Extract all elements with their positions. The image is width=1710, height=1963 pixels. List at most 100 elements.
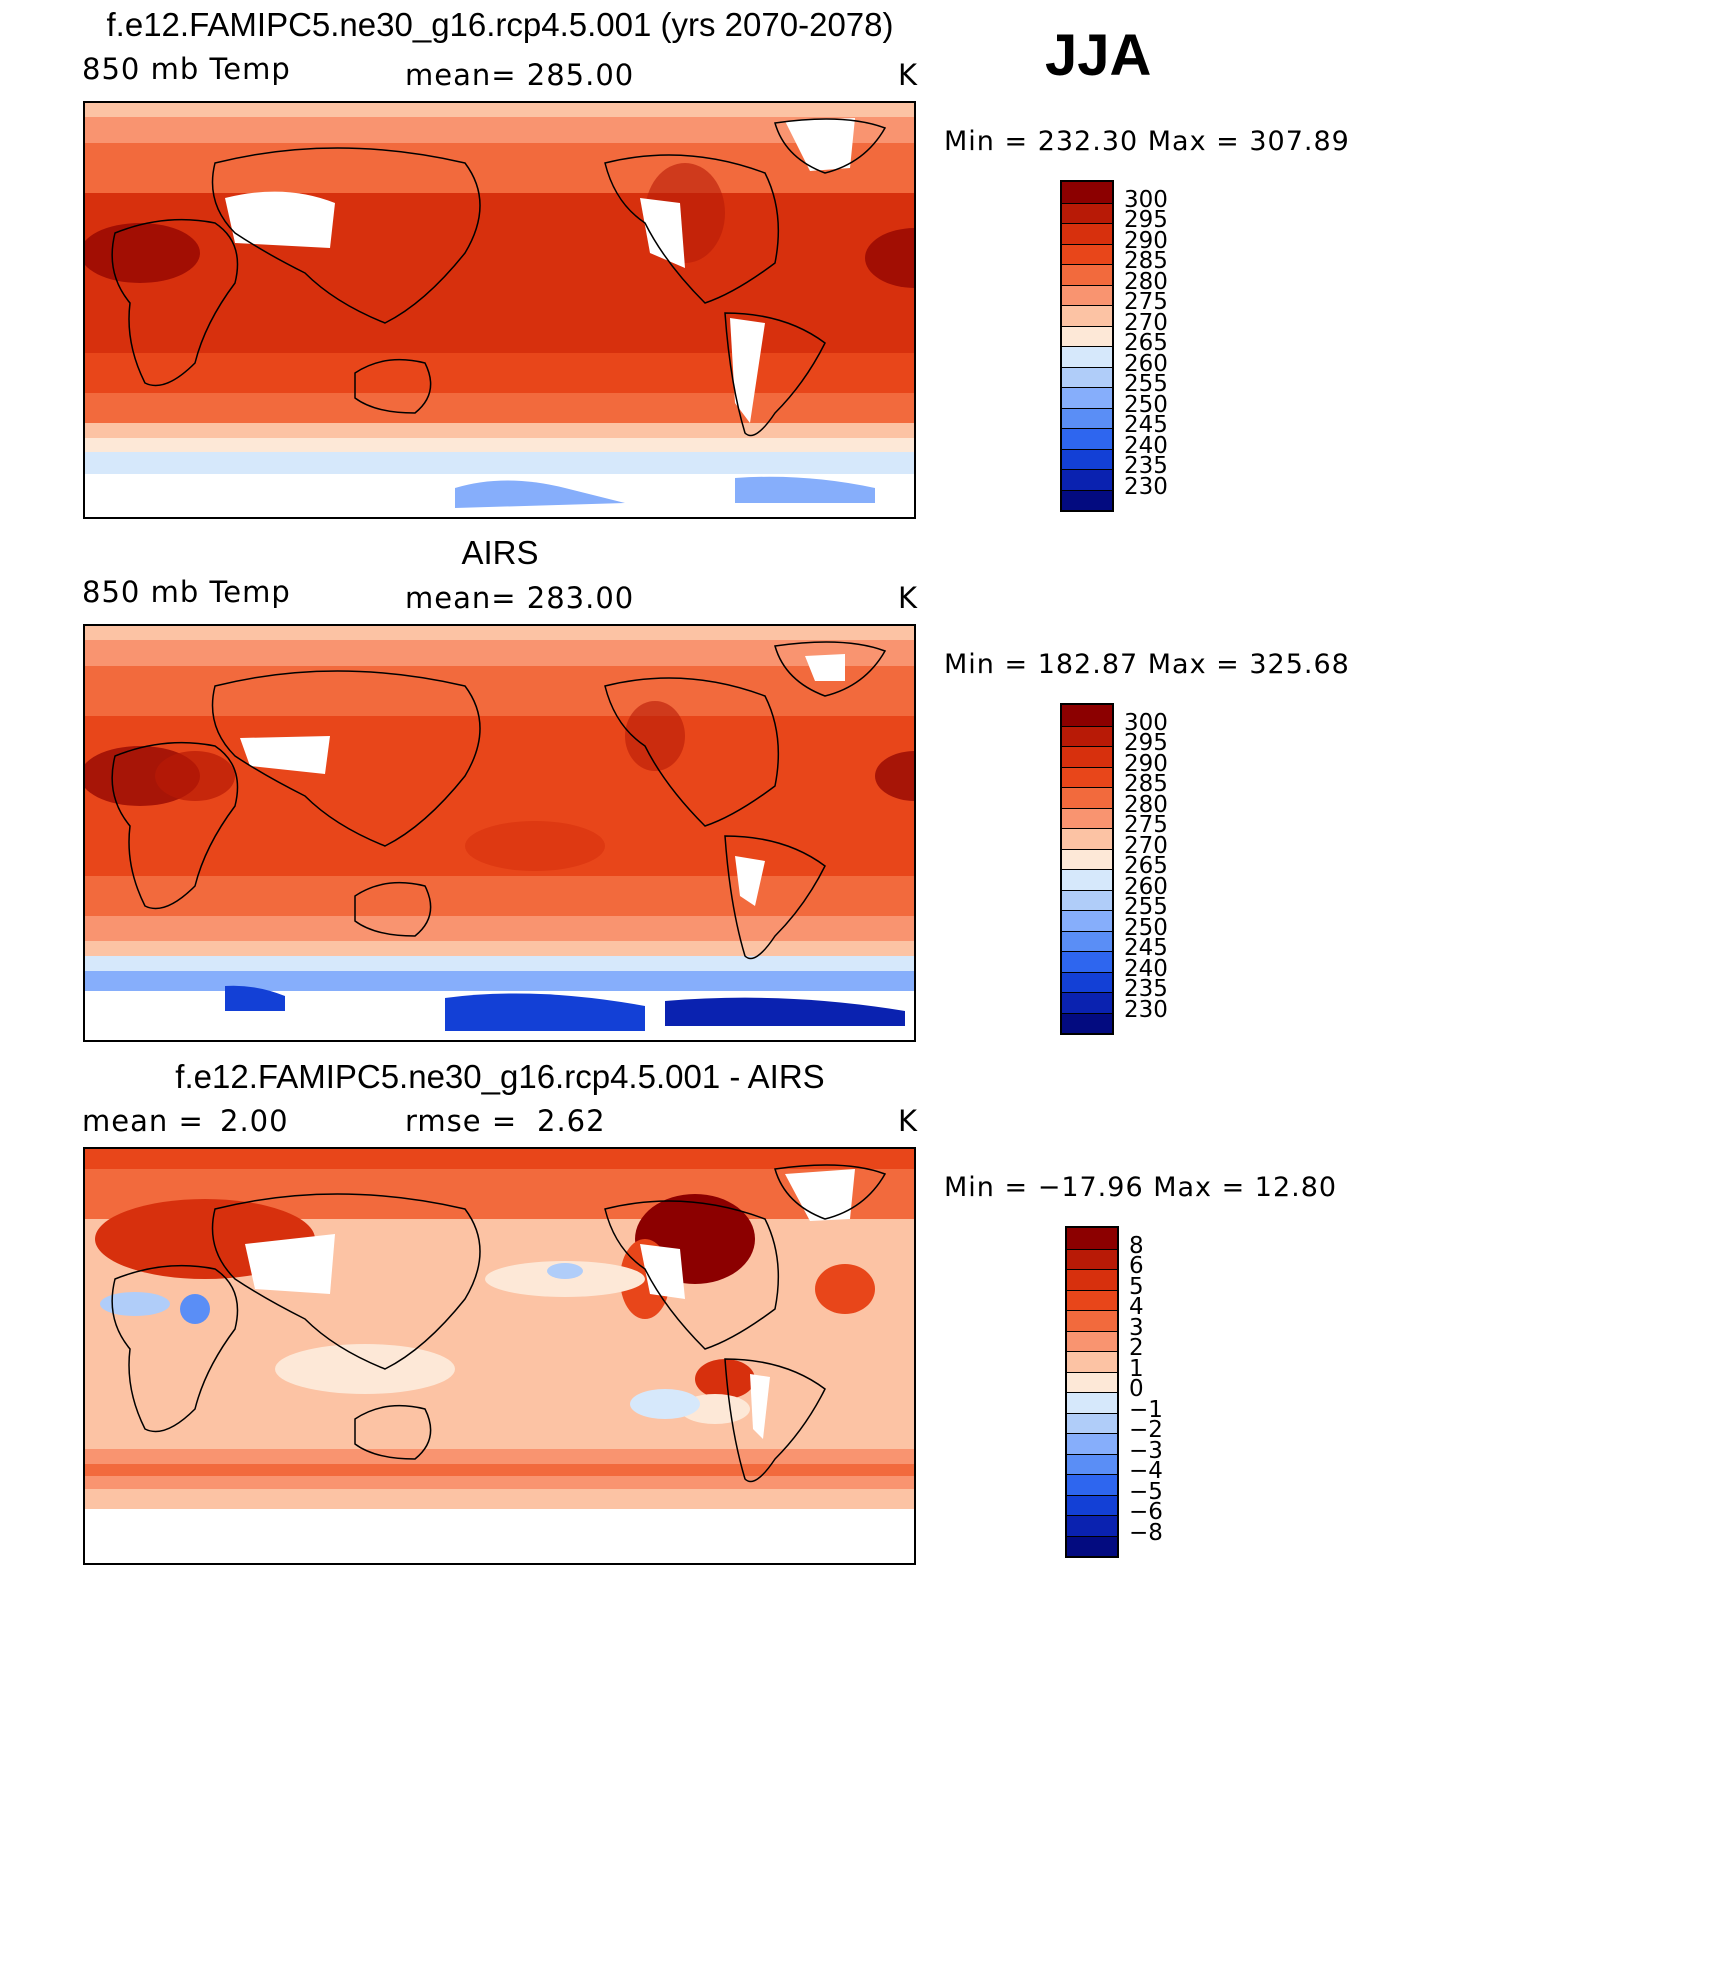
panel-diff-units: K <box>898 1104 919 1138</box>
colorbar-tick-label: 300 <box>1124 186 1168 213</box>
colorbar-tick-label: 300 <box>1124 709 1168 736</box>
colorbar-tick-label: 270 <box>1124 832 1168 859</box>
hot-spot <box>155 751 235 801</box>
panel-diff-rmse-value: 2.62 <box>537 1104 606 1138</box>
panel-obs-minmax: Min = 182.87 Max = 325.68 <box>944 649 1350 680</box>
colorbar-swatch <box>1062 448 1112 469</box>
cold-region <box>735 476 875 503</box>
colorbar-swatch <box>1067 1433 1117 1454</box>
hot-spot <box>865 228 914 288</box>
colorbar-swatch <box>1067 1289 1117 1310</box>
colorbar-swatch <box>1062 387 1112 408</box>
colorbar-swatch <box>1067 1494 1117 1515</box>
colorbar-box <box>1065 1226 1119 1558</box>
colorbar-tick-label: 290 <box>1124 750 1168 777</box>
colorbar-swatch <box>1062 869 1112 890</box>
panel-model-units: K <box>898 58 919 92</box>
colorbar-tick-label: 285 <box>1124 248 1168 274</box>
masked-region <box>735 856 765 906</box>
panel-diff-mean-label: mean = <box>82 1104 204 1138</box>
colorbar-tick-label: 270 <box>1124 309 1168 336</box>
colorbar-tick-label: −3 <box>1129 1437 1163 1464</box>
band <box>85 1149 914 1169</box>
colorbar-swatch <box>1067 1248 1117 1269</box>
colorbar-swatch <box>1067 1412 1117 1433</box>
colorbar-swatch <box>1062 264 1112 285</box>
colorbar-swatch <box>1062 407 1112 428</box>
colorbar-tick-label: 240 <box>1124 955 1168 982</box>
panel-model-map-svg <box>85 103 914 517</box>
colorbar-tick-label: 265 <box>1124 330 1168 356</box>
hot-spot <box>85 223 200 283</box>
band <box>85 143 914 193</box>
colorbar-swatch <box>1062 243 1112 264</box>
colorbar-tick-label: 250 <box>1124 391 1168 418</box>
colorbar-tick-label: −8 <box>1129 1519 1163 1546</box>
band <box>85 626 914 640</box>
colorbar-swatch <box>1062 971 1112 992</box>
colorbar-swatch <box>1062 705 1112 726</box>
colorbar-swatch <box>1062 428 1112 449</box>
band <box>85 1464 914 1476</box>
coastlines <box>111 1164 887 1483</box>
coastlines <box>111 641 887 960</box>
colorbar-swatch <box>1062 787 1112 808</box>
colorbar-tick-label: 1 <box>1129 1355 1144 1382</box>
colorbar-swatch <box>1062 848 1112 869</box>
colorbar-swatch <box>1062 725 1112 746</box>
colorbar-tick-label: 260 <box>1124 873 1168 900</box>
cold-region <box>100 1292 170 1316</box>
colorbar-swatch <box>1067 1515 1117 1536</box>
colorbar-tick-label: 5 <box>1129 1273 1144 1300</box>
colorbar-swatch <box>1067 1535 1117 1556</box>
warm-region <box>465 821 605 871</box>
colorbar-tick-label: 275 <box>1124 812 1168 838</box>
panel-diff-rmse-label: rmse = <box>405 1104 518 1138</box>
colorbar-swatch <box>1062 305 1112 326</box>
colorbar-tick-label: 8 <box>1129 1232 1144 1259</box>
panel-diff-mean-value: 2.00 <box>220 1104 289 1138</box>
colorbar-swatch <box>1062 346 1112 367</box>
masked-region <box>805 654 845 681</box>
band <box>85 876 914 916</box>
colorbar-tick-label: 2 <box>1129 1335 1144 1361</box>
colorbar-swatch <box>1067 1310 1117 1331</box>
colorbar-swatch <box>1062 202 1112 223</box>
colorbar-swatch <box>1062 366 1112 387</box>
colorbar-swatch <box>1062 930 1112 951</box>
colorbar-tick-label: −1 <box>1129 1396 1163 1423</box>
colorbar-tick-label: 4 <box>1129 1294 1144 1320</box>
neutral-region <box>275 1344 455 1394</box>
band <box>85 103 914 117</box>
colorbar-tick-label: −4 <box>1129 1458 1163 1484</box>
panel-obs-variable: 850 mb Temp <box>82 575 291 609</box>
colorbar-swatch <box>1062 284 1112 305</box>
colorbar-swatch <box>1062 1012 1112 1033</box>
panel-obs-colorbar: 300 295 290 285 280 275 270 265 260 255 250 245 240 2… <box>1060 703 1168 1035</box>
colorbar-tick-label: 235 <box>1124 453 1168 479</box>
colorbar-swatch <box>1062 469 1112 490</box>
panel-model-colorbar: 300 295 290 285 280 275 270 265 260 255 250 245 240 2… <box>1060 180 1168 512</box>
colorbar-tick-label: 245 <box>1124 935 1168 961</box>
band <box>85 666 914 716</box>
colorbar-tick-label: 280 <box>1124 791 1168 818</box>
masked-region <box>785 1169 855 1221</box>
colorbar-tick-label: 255 <box>1124 371 1168 397</box>
colorbar-swatch <box>1062 182 1112 203</box>
colorbar-tick-label: −6 <box>1129 1499 1163 1525</box>
warm-region <box>695 1359 755 1399</box>
panel-diff-map-svg <box>85 1149 914 1563</box>
masked-region <box>640 1244 685 1299</box>
colorbar-tick-label: 6 <box>1129 1253 1144 1279</box>
cold-region <box>547 1263 583 1279</box>
cold-region <box>455 480 625 508</box>
band <box>85 438 914 452</box>
cold-region <box>225 985 285 1011</box>
season-label: JJA <box>1045 23 1152 88</box>
band <box>85 916 914 941</box>
masked-region <box>730 318 765 423</box>
masked-region <box>750 1374 770 1439</box>
band <box>85 452 914 474</box>
colorbar-swatch <box>1067 1351 1117 1372</box>
colorbar-tick-label: 230 <box>1124 473 1168 500</box>
